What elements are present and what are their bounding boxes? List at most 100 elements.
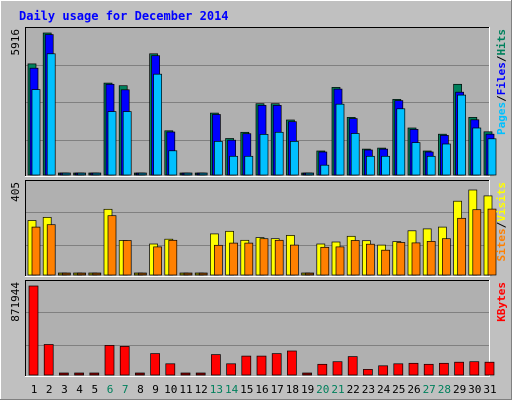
bar-kbytes-day-18 xyxy=(287,350,297,376)
bar-kbytes-day-27 xyxy=(423,363,434,376)
bar-kbytes-day-23 xyxy=(363,369,373,376)
bar-pages-day-27 xyxy=(426,155,436,176)
bar-sites-day-14 xyxy=(229,242,238,276)
bar-kbytes-day-26 xyxy=(408,362,419,376)
bar-kbytes-day-17 xyxy=(271,353,282,376)
bar-kbytes-day-21 xyxy=(332,361,343,376)
legend-visits: Visits xyxy=(495,182,508,222)
bar-kbytes-day-20 xyxy=(317,363,328,376)
legend-kbytes: KBytes xyxy=(495,282,508,322)
x-tick-day-17: 17 xyxy=(271,383,284,396)
legend-sites: Sites xyxy=(495,228,508,261)
chart-bars xyxy=(27,32,497,376)
x-tick-day-20: 20 xyxy=(316,383,329,396)
bar-pages-day-5 xyxy=(92,172,102,176)
bar-pages-day-17 xyxy=(274,131,284,176)
bar-sites-day-16 xyxy=(259,238,269,276)
x-axis-day-labels: 1 2 3 4 5 6 7 8 9 10 11 12 13 14 15 16 17 18 19 20 21 22 23 24 2… xyxy=(31,383,497,396)
bar-kbytes-day-30 xyxy=(469,361,480,376)
bar-sites-day-31 xyxy=(487,208,497,276)
x-tick-day-27: 27 xyxy=(423,383,436,396)
legend-separator: / xyxy=(495,221,508,228)
x-tick-day-2: 2 xyxy=(46,383,53,396)
bar-pages-day-4 xyxy=(77,172,86,176)
bar-kbytes-day-31 xyxy=(484,361,495,376)
bar-kbytes-day-15 xyxy=(241,355,252,376)
bar-kbytes-day-12 xyxy=(195,372,206,376)
bar-kbytes-day-7 xyxy=(119,346,130,376)
bar-pages-day-26 xyxy=(411,142,421,176)
bar-sites-day-6 xyxy=(107,215,117,276)
bar-pages-day-2 xyxy=(46,53,56,176)
bar-kbytes-day-11 xyxy=(180,372,191,376)
x-tick-day-10: 10 xyxy=(164,383,177,396)
bar-pages-day-31 xyxy=(487,138,497,176)
legend-separator: / xyxy=(495,55,508,62)
bar-sites-day-4 xyxy=(77,272,86,276)
bar-pages-day-28 xyxy=(442,143,451,176)
x-tick-day-13: 13 xyxy=(210,383,223,396)
bar-pages-day-20 xyxy=(320,164,330,176)
y-max-label-visits-sites: 405 xyxy=(9,182,22,202)
bar-sites-day-13 xyxy=(214,244,223,276)
y-max-label-hits-files-pages: 5916 xyxy=(9,29,22,56)
bar-kbytes-day-10 xyxy=(165,363,176,376)
x-tick-day-26: 26 xyxy=(407,383,420,396)
x-tick-day-18: 18 xyxy=(286,383,299,396)
x-tick-day-14: 14 xyxy=(225,383,239,396)
legend-pages: Pages xyxy=(495,102,508,135)
legend-kbytes: KBytes xyxy=(495,282,508,322)
x-tick-day-30: 30 xyxy=(468,383,481,396)
bar-pages-day-25 xyxy=(396,108,406,176)
bar-pages-day-13 xyxy=(214,141,223,176)
bar-pages-day-19 xyxy=(305,172,314,176)
legend-visits-sites: Sites/Visits xyxy=(495,182,508,262)
bar-kbytes-day-3 xyxy=(59,372,69,376)
x-tick-day-3: 3 xyxy=(61,383,68,396)
x-tick-day-25: 25 xyxy=(392,383,405,396)
x-tick-day-16: 16 xyxy=(255,383,268,396)
bar-pages-day-30 xyxy=(472,127,482,176)
bar-pages-day-24 xyxy=(381,155,390,176)
bar-pages-day-10 xyxy=(168,150,178,176)
bar-kbytes-day-5 xyxy=(89,372,100,376)
bar-sites-day-1 xyxy=(31,226,41,276)
bar-kbytes-day-4 xyxy=(74,372,84,376)
bar-sites-day-7 xyxy=(122,240,132,276)
x-tick-day-24: 24 xyxy=(377,383,391,396)
chart-title: Daily usage for December 2014 xyxy=(19,9,229,23)
x-tick-day-4: 4 xyxy=(76,383,83,396)
bar-pages-day-11 xyxy=(183,172,193,176)
x-tick-day-29: 29 xyxy=(453,383,466,396)
bar-pages-day-22 xyxy=(350,133,360,176)
chart-panels xyxy=(25,27,490,377)
bar-kbytes-day-2 xyxy=(43,344,54,376)
bar-pages-day-15 xyxy=(244,155,254,176)
bar-sites-day-19 xyxy=(305,272,314,276)
bar-sites-day-23 xyxy=(366,243,375,276)
bar-sites-day-21 xyxy=(335,246,345,276)
bar-sites-day-24 xyxy=(381,249,390,276)
x-tick-day-5: 5 xyxy=(91,383,98,396)
x-tick-day-19: 19 xyxy=(301,383,314,396)
bar-kbytes-day-6 xyxy=(104,345,115,376)
x-tick-day-28: 28 xyxy=(438,383,451,396)
bar-sites-day-22 xyxy=(350,240,360,276)
x-tick-day-9: 9 xyxy=(152,383,159,396)
bar-kbytes-day-19 xyxy=(302,372,312,376)
bar-kbytes-day-28 xyxy=(439,362,449,376)
bar-pages-day-29 xyxy=(457,94,466,176)
x-tick-day-8: 8 xyxy=(137,383,144,396)
bar-kbytes-day-1 xyxy=(28,285,39,376)
x-tick-day-1: 1 xyxy=(31,383,38,396)
bar-kbytes-day-25 xyxy=(393,363,404,376)
bar-sites-day-8 xyxy=(138,272,147,276)
legend-hits-files-pages: Pages/Files/Hits xyxy=(495,29,508,135)
legend-hits: Hits xyxy=(495,29,508,56)
bar-kbytes-day-16 xyxy=(256,355,267,376)
bar-pages-day-16 xyxy=(259,134,269,176)
x-tick-day-21: 21 xyxy=(331,383,344,396)
bar-kbytes-day-13 xyxy=(211,354,221,376)
